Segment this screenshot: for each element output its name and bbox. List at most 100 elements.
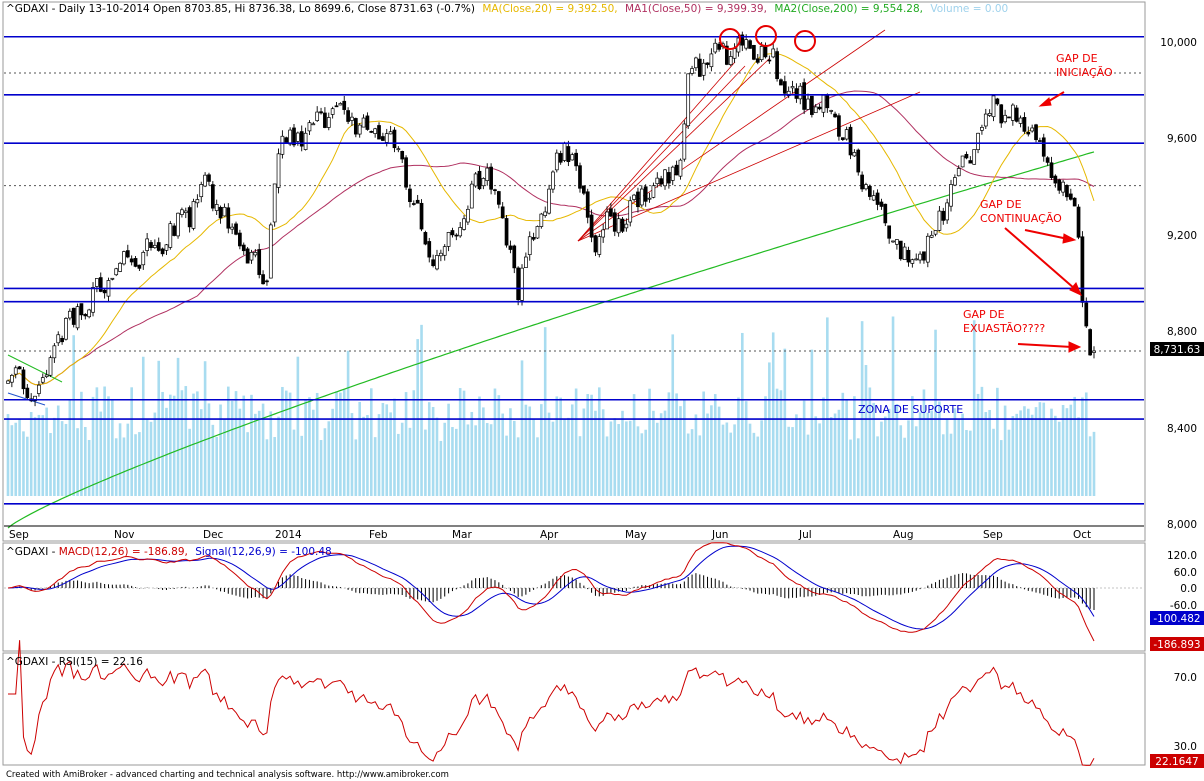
candle-body xyxy=(1045,157,1050,163)
volume-bar xyxy=(516,437,520,496)
volume-bar xyxy=(941,434,945,496)
volume-bar xyxy=(6,414,10,496)
volume-bar xyxy=(598,387,601,496)
volume-bar xyxy=(1054,415,1057,496)
volume-bar xyxy=(860,321,864,496)
candle-body xyxy=(987,112,992,116)
candle-body xyxy=(813,106,818,114)
volume-bar xyxy=(822,397,825,496)
volume-bar xyxy=(667,392,671,496)
candle-body xyxy=(709,53,714,68)
candle-body xyxy=(411,203,416,205)
volume-bar xyxy=(938,401,941,496)
rsi-tick-70: 70.0 xyxy=(1174,672,1197,684)
candle-body xyxy=(1084,302,1089,327)
candle-body xyxy=(504,218,509,246)
candle-body xyxy=(632,194,636,200)
price-tick-8000: 8,000 xyxy=(1167,519,1197,531)
volume-bar xyxy=(87,439,91,496)
candle-body xyxy=(968,160,973,164)
price-tick-8800: 8,800 xyxy=(1167,326,1197,338)
candle-body xyxy=(207,174,211,182)
candle-body xyxy=(381,136,385,141)
candle-body xyxy=(338,103,343,106)
price-grid xyxy=(4,72,1144,352)
volume-bar xyxy=(930,410,933,496)
header-ma20: MA(Close,20) = 9,392.50, xyxy=(482,3,617,15)
volume-bar xyxy=(926,412,930,496)
candle-body xyxy=(423,232,428,245)
candle-body xyxy=(1080,236,1085,303)
candle-body xyxy=(817,106,822,110)
signal-value-box xyxy=(1150,611,1204,625)
volume-bar xyxy=(455,428,458,496)
candle-body xyxy=(489,166,493,190)
volume-bar xyxy=(489,424,493,496)
candle-body xyxy=(268,224,273,279)
candle-body xyxy=(122,251,126,265)
volume-bar xyxy=(1042,402,1046,496)
macd-value-badge: -186.893 xyxy=(1150,637,1204,651)
volume-bar xyxy=(798,417,802,496)
candle-body xyxy=(906,249,911,263)
x-tick-aug: Aug xyxy=(893,529,914,541)
volume-bar xyxy=(520,360,524,496)
arrow-head-gap-exh xyxy=(1068,341,1082,353)
trend-line xyxy=(577,61,736,242)
candle-body xyxy=(605,211,609,230)
candle-body xyxy=(75,306,80,329)
volume-bar xyxy=(795,414,798,496)
volume-bar xyxy=(99,411,103,496)
volume-bar xyxy=(389,412,392,496)
candle-body xyxy=(357,124,362,135)
volume-bar xyxy=(1011,416,1015,496)
candle-body xyxy=(1038,140,1042,142)
candle-body xyxy=(195,199,200,204)
volume-bar xyxy=(381,402,385,496)
volume-bar xyxy=(540,404,543,496)
candle-body xyxy=(798,85,803,100)
arrow-head-gap-init xyxy=(1038,97,1052,107)
x-tick-oct: Oct xyxy=(1073,529,1091,541)
candle-body xyxy=(895,239,899,245)
candle-body xyxy=(578,165,582,189)
candle-body xyxy=(500,206,505,219)
candle-body xyxy=(114,268,119,276)
candle-body xyxy=(496,191,501,205)
candle-body xyxy=(458,227,463,237)
last-price-value: 8,731.63 xyxy=(1154,344,1201,356)
candle-body xyxy=(705,62,710,65)
volume-bar xyxy=(1092,431,1096,496)
volume-bar xyxy=(265,439,269,496)
volume-bar xyxy=(621,410,624,496)
candle-body xyxy=(493,189,497,192)
candle-body xyxy=(176,212,180,237)
macd-tick-minus60: -60.0 xyxy=(1170,600,1197,612)
candle-body xyxy=(1065,184,1069,198)
rsi-panel-frame xyxy=(2,652,1146,766)
candle-body xyxy=(481,178,486,187)
top-marker-1 xyxy=(719,28,741,50)
candle-body xyxy=(102,289,107,294)
volume-bar xyxy=(184,386,188,496)
volume-bar xyxy=(404,392,408,496)
volume-bar xyxy=(992,428,995,496)
candle-body xyxy=(512,245,517,269)
arrow-head-gap-cont-1 xyxy=(1062,233,1077,244)
level-lines xyxy=(4,35,1144,505)
candle-body xyxy=(655,177,660,185)
candle-body xyxy=(759,46,764,61)
candle-body xyxy=(794,88,799,99)
macd-tick-120: 120.0 xyxy=(1167,550,1197,562)
volume-bar xyxy=(903,437,906,496)
candle-body xyxy=(551,171,555,190)
candle-body xyxy=(898,240,903,260)
candle-body xyxy=(574,152,578,167)
candle-body xyxy=(303,132,308,150)
candle-body xyxy=(663,169,667,187)
volume-bar xyxy=(223,418,226,496)
volume-bar xyxy=(648,388,651,496)
candle-body xyxy=(1041,137,1046,157)
candle-body xyxy=(1022,117,1027,132)
